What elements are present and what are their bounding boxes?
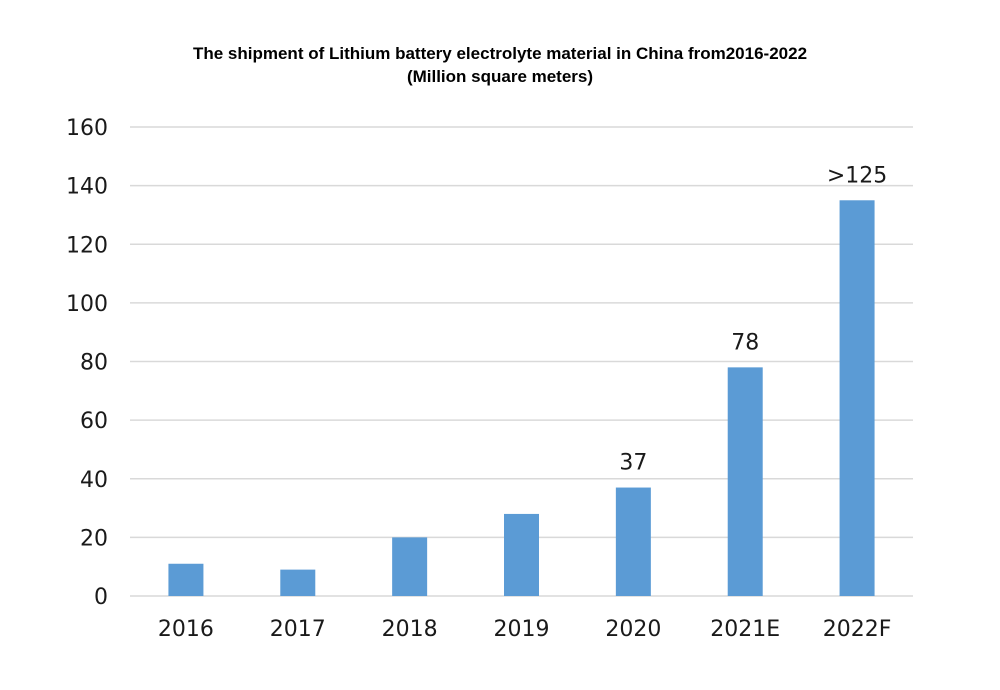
chart-subtitle: (Million square meters)	[406, 67, 594, 86]
x-tick-label: 2020	[605, 617, 661, 642]
y-tick-label: 40	[80, 468, 108, 493]
y-axis: 0 20 40 60 80 100 120 140 160	[66, 116, 108, 610]
x-tick-label: 2016	[158, 617, 214, 642]
bar	[727, 367, 763, 596]
bar	[280, 569, 316, 596]
chart-title-block: The shipment of Lithium battery electrol…	[0, 42, 1000, 88]
x-tick-label: 2018	[382, 617, 438, 642]
data-label: 78	[731, 330, 759, 355]
x-tick-label: 2021E	[710, 617, 780, 642]
y-tick-label: 20	[80, 526, 108, 551]
data-label: >125	[827, 163, 887, 188]
bar	[392, 537, 428, 596]
gridlines	[130, 126, 913, 597]
bars	[168, 200, 875, 596]
x-tick-label: 2019	[494, 617, 550, 642]
y-tick-label: 120	[66, 233, 108, 258]
y-tick-label: 160	[66, 116, 108, 141]
data-labels: 37 78 >125	[619, 163, 887, 475]
y-tick-label: 140	[66, 175, 108, 200]
bar	[168, 563, 204, 596]
chart-title: The shipment of Lithium battery electrol…	[192, 44, 808, 63]
bar	[839, 200, 875, 596]
bar	[615, 487, 651, 596]
y-tick-label: 60	[80, 409, 108, 434]
y-tick-label: 100	[66, 292, 108, 317]
x-tick-label: 2022F	[823, 617, 892, 642]
y-tick-label: 80	[80, 351, 108, 376]
x-axis: 2016 2017 2018 2019 2020 2021E 2022F	[158, 617, 891, 642]
data-label: 37	[619, 451, 647, 476]
x-tick-label: 2017	[270, 617, 326, 642]
y-tick-label: 0	[94, 585, 108, 610]
bar	[504, 513, 539, 596]
